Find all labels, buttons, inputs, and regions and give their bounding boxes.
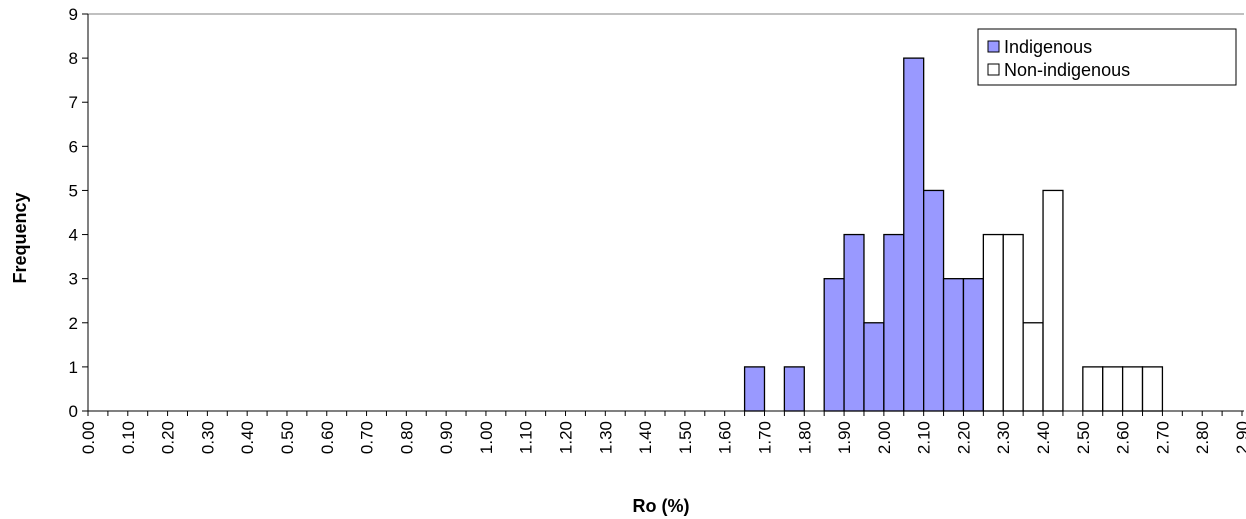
y-tick-label: 9 [69,5,78,24]
plot-area [88,13,1244,15]
x-tick-label: 1.10 [517,421,536,454]
bar-non-indigenous-2.55 [1102,366,1124,412]
legend-label-non-indigenous: Non-indigenous [1004,60,1130,80]
x-tick-label: 0.10 [119,421,138,454]
x-tick-label: 2.70 [1153,421,1172,454]
x-tick-label: 2.50 [1074,421,1093,454]
bar-non-indigenous-2.60 [1121,366,1144,412]
x-tick-label: 1.90 [835,421,854,454]
bars-layer [743,57,1164,412]
x-tick-label: 2.00 [875,421,894,454]
x-tick-label: 1.20 [557,421,576,454]
legend-label-indigenous: Indigenous [1004,37,1092,57]
bar-indigenous-2.10 [923,189,945,412]
y-axis: 0 1 2 3 4 5 6 7 8 9 [69,5,89,421]
y-tick-label: 4 [69,226,78,245]
bar-indigenous-1.90 [843,233,865,412]
x-tick-label: 1.00 [477,421,496,454]
x-tick-label: 2.20 [954,421,973,454]
x-axis-title: Ro (%) [633,496,690,516]
bar-indigenous-2.15 [942,278,965,412]
legend: Indigenous Non-indigenous [977,28,1237,86]
y-tick-label: 8 [69,49,78,68]
x-tick-label: 0.20 [159,421,178,454]
x-tick-label: 1.60 [716,421,735,454]
x-tick-label: 1.40 [636,421,655,454]
x-tick-label: 0.70 [358,421,377,454]
x-tick-label: 1.30 [596,421,615,454]
y-tick-label: 2 [69,314,78,333]
y-tick-label: 5 [69,181,78,200]
x-tick-label: 0.40 [238,421,257,454]
bar-indigenous-2.05 [903,57,925,412]
x-tick-label: 1.80 [795,421,814,454]
x-tick-label: 0.60 [318,421,337,454]
bar-indigenous-1.65 [743,366,766,412]
bar-non-indigenous-2.50 [1082,366,1104,412]
y-tick-label: 7 [69,93,78,112]
bar-indigenous-2.20 [962,278,985,412]
x-tick-label: 0.80 [397,421,416,454]
x-tick-label: 0.90 [437,421,456,454]
x-tick-label: 2.10 [915,421,934,454]
x-tick-label: 0.00 [79,421,98,454]
y-tick-label: 0 [69,402,78,421]
bar-non-indigenous-2.65 [1141,366,1164,412]
x-tick-label: 1.50 [676,421,695,454]
x-tick-label: 0.30 [198,421,217,454]
x-tick-label: 2.90 [1233,421,1246,454]
legend-swatch-indigenous [987,40,1000,53]
bar-indigenous-1.95 [863,322,885,412]
x-tick-label: 2.80 [1193,421,1212,454]
y-tick-label: 3 [69,270,78,289]
legend-swatch-non-indigenous [987,63,1000,76]
bar-indigenous-2.00 [883,233,905,412]
bar-non-indigenous-2.30 [1002,233,1024,412]
bar-indigenous-1.85 [823,278,845,412]
legend-box [977,28,1237,86]
x-tick-label: 2.60 [1114,421,1133,454]
x-tick-label: 1.70 [755,421,774,454]
y-axis-title: Frequency [10,192,30,283]
x-tick-label: 2.30 [994,421,1013,454]
x-tick-label: 2.40 [1034,421,1053,454]
bar-non-indigenous-2.35 [1022,322,1044,412]
x-tick-label: 0.50 [278,421,297,454]
y-tick-label: 1 [69,358,78,377]
bar-non-indigenous-2.25 [982,233,1004,412]
y-tick-label: 6 [69,137,78,156]
x-axis: 0.00 0.10 0.20 0.30 0.40 0.50 0.60 0.70 0.80 0.90… [79,410,1246,454]
bar-indigenous-1.75 [783,366,805,412]
bar-non-indigenous-2.40 [1042,189,1064,412]
